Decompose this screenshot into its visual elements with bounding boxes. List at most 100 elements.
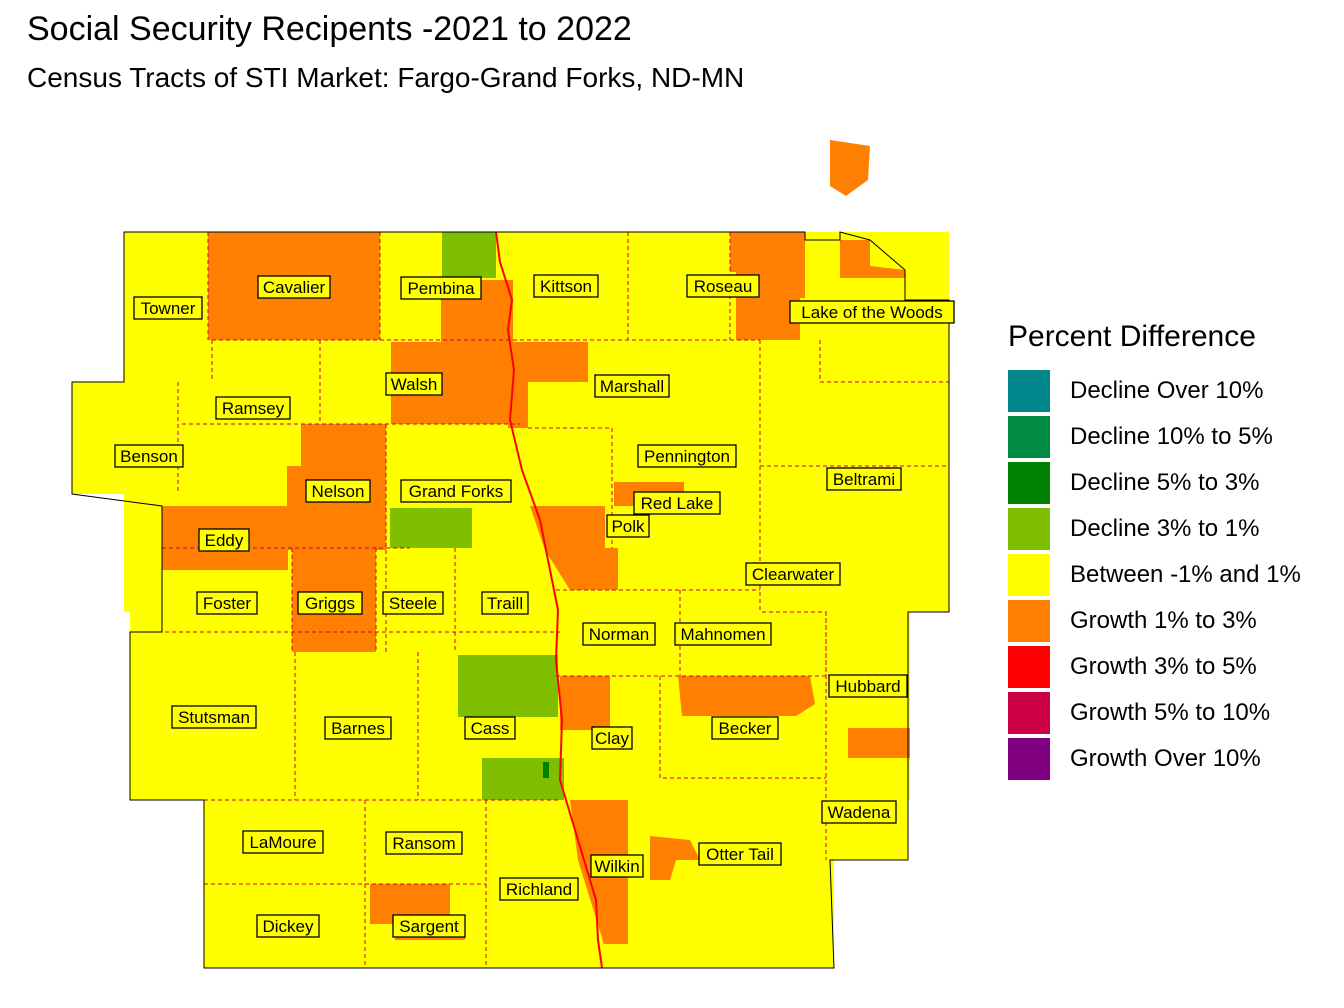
legend-swatch: [1008, 508, 1050, 550]
svg-text:Clay: Clay: [595, 729, 630, 748]
svg-text:Hubbard: Hubbard: [835, 677, 900, 696]
county-label: Wilkin: [590, 854, 644, 878]
choropleth-map: Towner Cavalier Pembina Kittson Roseau L…: [71, 140, 955, 969]
county-label: Eddy: [198, 528, 250, 552]
county-label: Towner: [133, 296, 203, 320]
legend-item: Growth 1% to 3%: [1008, 598, 1301, 644]
svg-text:Cavalier: Cavalier: [263, 278, 326, 297]
legend-item: Between -1% and 1%: [1008, 552, 1301, 598]
legend-swatch: [1008, 738, 1050, 780]
svg-text:Ramsey: Ramsey: [222, 399, 285, 418]
legend-swatch: [1008, 370, 1050, 412]
svg-text:Grand Forks: Grand Forks: [409, 482, 503, 501]
svg-text:Cass: Cass: [471, 719, 510, 738]
county-label: Norman: [582, 622, 656, 646]
svg-text:Nelson: Nelson: [312, 482, 365, 501]
svg-text:Steele: Steele: [389, 594, 437, 613]
svg-text:Sargent: Sargent: [399, 917, 459, 936]
market-outline: [71, 231, 950, 969]
map-subtitle: Census Tracts of STI Market: Fargo-Grand…: [27, 62, 745, 93]
svg-text:Dickey: Dickey: [262, 917, 314, 936]
county-label: Traill: [481, 591, 529, 615]
svg-text:Benson: Benson: [120, 447, 178, 466]
map-title: Social Security Recipents -2021 to 2022: [27, 10, 632, 48]
county-label: Cavalier: [257, 275, 331, 299]
county-label: Otter Tail: [698, 842, 782, 866]
legend-swatch: [1008, 692, 1050, 734]
legend-label: Growth 3% to 5%: [1070, 653, 1257, 680]
legend-label: Decline 10% to 5%: [1070, 423, 1273, 450]
county-label: Nelson: [305, 479, 371, 503]
svg-text:Norman: Norman: [589, 625, 649, 644]
svg-text:Lake of the Woods: Lake of the Woods: [801, 303, 942, 322]
legend-swatch: [1008, 554, 1050, 596]
county-label: Ransom: [385, 831, 463, 855]
legend-item: Growth 3% to 5%: [1008, 644, 1301, 690]
svg-text:Wadena: Wadena: [828, 803, 891, 822]
county-label: Benson: [114, 444, 184, 468]
legend-item: Decline Over 10%: [1008, 368, 1301, 414]
svg-text:Pennington: Pennington: [644, 447, 730, 466]
county-label: Grand Forks: [400, 479, 512, 503]
legend-item: Decline 10% to 5%: [1008, 414, 1301, 460]
county-label: Wadena: [821, 800, 897, 824]
county-label: Roseau: [686, 274, 760, 298]
county-label: Kittson: [533, 274, 599, 298]
county-label: Sargent: [392, 914, 466, 938]
svg-text:Richland: Richland: [506, 880, 572, 899]
county-label: Griggs: [297, 591, 363, 615]
legend-swatch: [1008, 462, 1050, 504]
county-label: Walsh: [385, 372, 443, 396]
legend-label: Between -1% and 1%: [1070, 561, 1301, 588]
county-label: Becker: [711, 716, 779, 740]
svg-text:Kittson: Kittson: [540, 277, 592, 296]
svg-text:LaMoure: LaMoure: [249, 833, 316, 852]
county-label: Pembina: [400, 276, 482, 300]
svg-text:Pembina: Pembina: [407, 279, 475, 298]
svg-text:Wilkin: Wilkin: [594, 857, 639, 876]
county-label: Steele: [382, 591, 444, 615]
county-label: Clearwater: [745, 562, 841, 586]
legend-label: Growth 5% to 10%: [1070, 699, 1271, 726]
legend-item: Growth 5% to 10%: [1008, 690, 1301, 736]
county-label: Dickey: [256, 914, 320, 938]
svg-text:Foster: Foster: [203, 594, 252, 613]
legend-item: Growth Over 10%: [1008, 736, 1301, 782]
legend-label: Decline Over 10%: [1070, 377, 1264, 404]
svg-text:Marshall: Marshall: [600, 377, 664, 396]
svg-text:Otter Tail: Otter Tail: [706, 845, 774, 864]
legend-label: Growth 1% to 3%: [1070, 607, 1257, 634]
county-label: LaMoure: [242, 830, 324, 854]
county-boundaries: [130, 232, 949, 968]
svg-text:Traill: Traill: [487, 594, 523, 613]
legend-swatch: [1008, 646, 1050, 688]
county-label: Polk: [606, 514, 650, 538]
legend-label: Decline 5% to 3%: [1070, 469, 1260, 496]
legend-item: Decline 3% to 1%: [1008, 506, 1301, 552]
legend-title: Percent Difference: [1008, 320, 1256, 353]
county-label: Lake of the Woods: [789, 300, 955, 324]
svg-text:Roseau: Roseau: [694, 277, 753, 296]
svg-text:Red Lake: Red Lake: [641, 494, 714, 513]
svg-text:Eddy: Eddy: [205, 531, 244, 550]
svg-text:Ransom: Ransom: [392, 834, 455, 853]
svg-text:Griggs: Griggs: [305, 594, 355, 613]
county-label: Ramsey: [215, 396, 291, 420]
svg-text:Mahnomen: Mahnomen: [680, 625, 765, 644]
county-label: Beltrami: [826, 467, 902, 491]
county-label: Hubbard: [828, 674, 908, 698]
svg-text:Polk: Polk: [611, 517, 645, 536]
decline-1-3-areas: [390, 232, 564, 800]
legend-swatch: [1008, 416, 1050, 458]
svg-text:Beltrami: Beltrami: [833, 470, 895, 489]
svg-text:Towner: Towner: [141, 299, 196, 318]
county-label: Pennington: [637, 444, 737, 468]
red-river-state-line: [495, 231, 603, 969]
svg-text:Becker: Becker: [719, 719, 772, 738]
legend-item: Decline 5% to 3%: [1008, 460, 1301, 506]
svg-text:Clearwater: Clearwater: [752, 565, 835, 584]
svg-text:Stutsman: Stutsman: [178, 708, 250, 727]
county-label: Red Lake: [633, 491, 721, 515]
county-label: Foster: [196, 591, 258, 615]
decline-3-5-areas: [543, 762, 549, 778]
